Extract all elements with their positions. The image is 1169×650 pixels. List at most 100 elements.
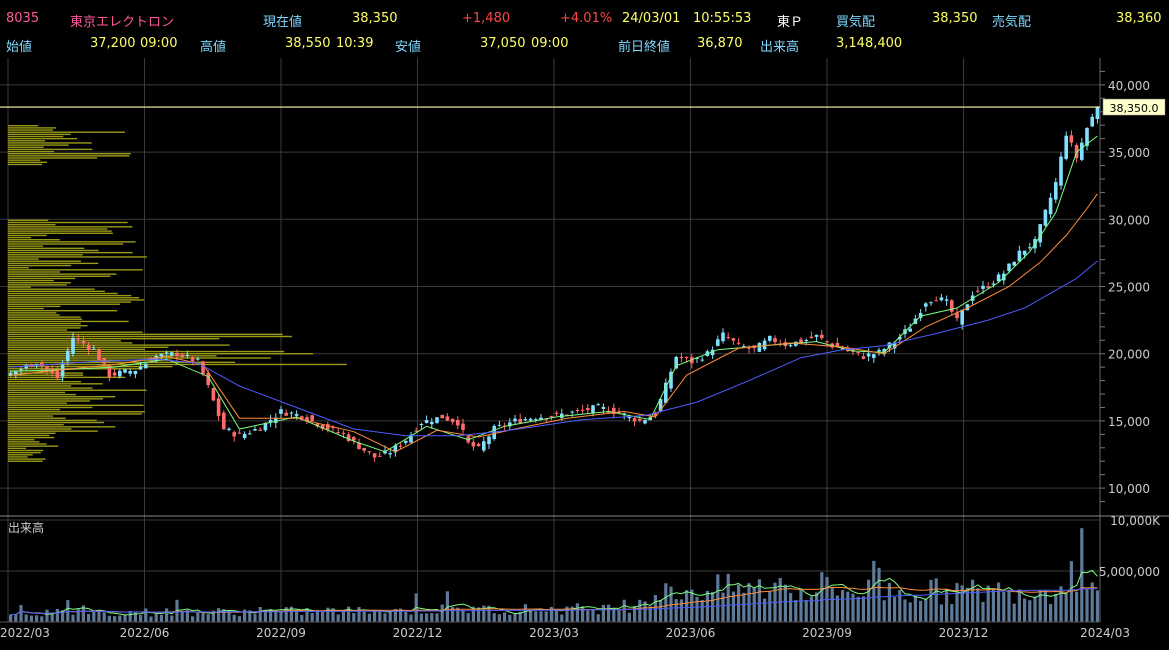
volume-bar: [664, 583, 668, 622]
volume-bar: [903, 599, 907, 622]
candle-body: [388, 453, 392, 455]
candle-body: [60, 364, 65, 377]
volume-bar: [877, 567, 881, 622]
candle-body: [996, 274, 1001, 282]
volume-profile-bar: [8, 249, 99, 252]
volume-bar: [232, 614, 236, 622]
volume-bar: [222, 609, 226, 622]
volume-bar: [451, 607, 455, 622]
candle-body: [1048, 197, 1053, 215]
volume-profile-bar: [8, 223, 56, 226]
volume-profile-bar: [8, 378, 64, 381]
current-price-label: 現在値: [263, 15, 303, 30]
volume-profile-bar: [8, 419, 97, 422]
candle-body: [1095, 107, 1100, 120]
candle-body: [866, 353, 871, 357]
volume-bar: [487, 605, 491, 622]
volume-profile-bar: [8, 161, 47, 164]
candle-body: [523, 419, 528, 421]
volume-profile-bar: [8, 153, 131, 155]
candle-body: [149, 361, 153, 363]
volume-bar: [279, 610, 283, 622]
volume-bar: [425, 613, 429, 622]
volume-profile-bar: [8, 146, 44, 148]
volume-bar: [196, 612, 200, 622]
volume-profile-bar: [8, 408, 61, 411]
volume-bar: [1064, 593, 1068, 622]
candle-body: [799, 339, 803, 344]
volume-bar: [960, 585, 964, 622]
volume-bar: [711, 591, 715, 622]
candle-body: [731, 338, 736, 341]
volume-bar: [409, 614, 413, 622]
volume-profile-bar: [8, 234, 47, 237]
volume-bar: [991, 588, 995, 622]
candle-body: [128, 371, 132, 374]
candle-body: [513, 418, 517, 422]
chart-grid: [0, 58, 1101, 622]
candle-body: [435, 417, 439, 423]
candle-body: [981, 285, 985, 289]
candle-body: [45, 366, 49, 370]
candle-body: [1090, 116, 1094, 127]
volume-bar: [295, 609, 299, 622]
candle-body: [97, 349, 101, 361]
chart-axes: 10,000 15,000 20,000 25,000 30,000 35,000 40,0…: [0, 58, 1169, 640]
candle-body: [201, 361, 205, 375]
candle-body: [570, 411, 574, 413]
volume-bar: [882, 600, 886, 622]
volume-profile-bar: [8, 245, 44, 247]
candle-body: [664, 382, 668, 403]
candle-body: [1059, 156, 1063, 186]
candle-body: [331, 427, 335, 429]
volume-bar: [1023, 598, 1027, 622]
volume-profile-bar: [8, 228, 108, 230]
volume-bar: [971, 579, 975, 622]
volume-profile-bar: [8, 434, 50, 437]
candle-body: [736, 342, 741, 344]
volume-profile-bar: [8, 236, 31, 239]
volume-bar: [539, 611, 543, 622]
candle-body: [310, 415, 314, 421]
candle-body: [539, 417, 543, 420]
bid-label: 買気配: [836, 15, 876, 30]
volume-bar: [622, 599, 626, 622]
volume-profile-bar: [8, 359, 172, 361]
candle-body: [159, 354, 164, 357]
candle-body: [196, 358, 200, 360]
volume-bar: [440, 604, 444, 622]
volume-bar: [159, 614, 163, 622]
volume-bar: [581, 606, 585, 622]
candle-body: [185, 354, 190, 356]
volume-profile-bar: [8, 327, 81, 329]
volume-profile-bar: [8, 383, 103, 385]
candle-body: [586, 407, 590, 411]
volume-bar: [248, 610, 252, 622]
price-tick-label: 15,000: [1108, 415, 1150, 429]
candle-body: [684, 356, 689, 358]
volume-bar: [1007, 589, 1011, 622]
candle-body: [216, 398, 221, 416]
candle-body: [679, 356, 684, 359]
volume-profile-bar: [8, 413, 142, 415]
volume-profile-bar: [8, 320, 129, 323]
volume-bar: [373, 609, 377, 622]
volume-bar: [29, 615, 33, 622]
volume-bar: [274, 610, 278, 622]
candle-body: [279, 409, 283, 414]
volume-bar: [887, 582, 891, 622]
candle-body: [638, 418, 642, 421]
volume-profile-bar: [8, 331, 143, 333]
volume-bar: [123, 614, 127, 622]
volume-bar: [227, 610, 231, 622]
volume-bar: [461, 609, 465, 622]
price-change-percent: +4.01%: [560, 11, 613, 26]
volume-profile-bar: [8, 266, 29, 269]
volume-bar: [596, 614, 600, 622]
volume-profile-bar: [8, 344, 230, 346]
volume-bar: [575, 603, 579, 622]
bid-value: 38,350: [932, 11, 978, 26]
volume-bar: [185, 610, 189, 622]
candle-body: [762, 340, 767, 350]
